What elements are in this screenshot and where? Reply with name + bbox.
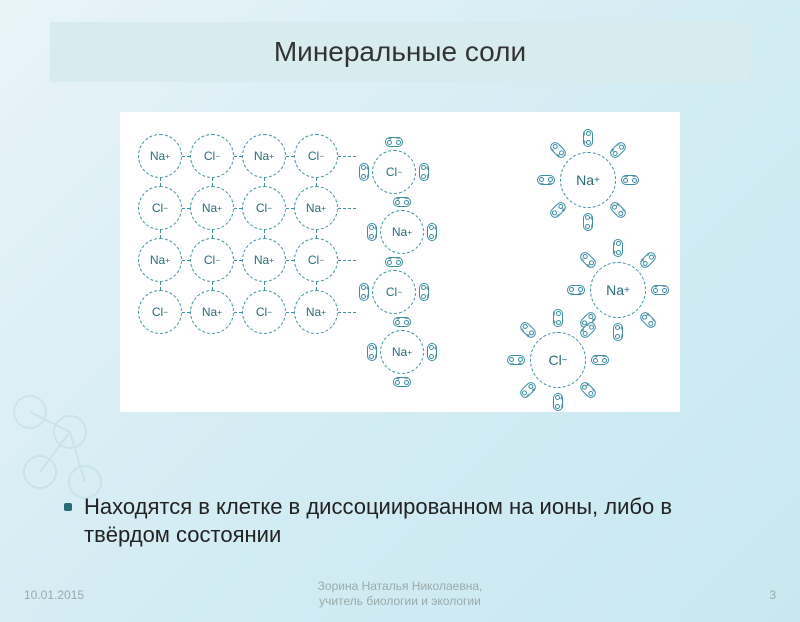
sodium-ion: Na+ xyxy=(242,134,286,178)
ionic-bond xyxy=(212,282,213,290)
ionic-bond xyxy=(338,260,356,261)
ionic-bond xyxy=(182,260,190,261)
water-molecule-icon: +− xyxy=(385,257,403,267)
water-molecule-icon: +− xyxy=(537,175,555,185)
sodium-ion: Na+ xyxy=(138,134,182,178)
ionic-bond xyxy=(160,282,161,290)
water-molecule-icon: +− xyxy=(393,197,411,207)
water-molecule-icon: +− xyxy=(567,285,585,295)
ionic-bond xyxy=(338,312,356,313)
chloride-ion: Cl− xyxy=(242,290,286,334)
water-molecule-icon: +− xyxy=(553,309,563,327)
chloride-ion: Cl− xyxy=(294,238,338,282)
chloride-ion: Cl− xyxy=(138,290,182,334)
ionic-bond xyxy=(234,260,242,261)
water-molecule-icon: +− xyxy=(518,320,538,340)
ionic-bond xyxy=(264,282,265,290)
water-molecule-icon: +− xyxy=(548,200,568,220)
water-molecule-icon: +− xyxy=(359,163,369,181)
sodium-ion: Na+ xyxy=(294,186,338,230)
sodium-ion: Na+ xyxy=(138,238,182,282)
water-molecule-icon: +− xyxy=(367,223,377,241)
water-molecule-icon: +− xyxy=(638,250,658,270)
water-molecule-icon: +− xyxy=(385,137,403,147)
nacl-dissociation-diagram: Na+Cl−Na+Cl−Cl−Na+Cl−Na+Na+Cl−Na+Cl−Cl−N… xyxy=(120,112,680,412)
ionic-bond xyxy=(160,230,161,238)
water-molecule-icon: +− xyxy=(638,310,658,330)
water-molecule-icon: +− xyxy=(608,200,628,220)
water-molecule-icon: +− xyxy=(359,283,369,301)
chloride-ion: Cl− xyxy=(372,270,416,314)
ionic-bond xyxy=(286,156,294,157)
chloride-ion: Cl− xyxy=(190,134,234,178)
water-molecule-icon: +− xyxy=(591,355,609,365)
slide-title: Минеральные соли xyxy=(274,36,526,67)
water-molecule-icon: +− xyxy=(583,129,593,147)
chloride-ion: Cl− xyxy=(190,238,234,282)
water-molecule-icon: +− xyxy=(393,317,411,327)
ionic-bond xyxy=(212,230,213,238)
ionic-bond xyxy=(286,208,294,209)
water-molecule-icon: +− xyxy=(419,163,429,181)
water-molecule-icon: +− xyxy=(427,223,437,241)
ionic-bond xyxy=(316,230,317,238)
ionic-bond xyxy=(286,312,294,313)
bullet-list: Находятся в клетке в диссоциированном на… xyxy=(60,493,740,550)
ionic-bond xyxy=(234,312,242,313)
sodium-ion: Na+ xyxy=(380,330,424,374)
ionic-bond xyxy=(160,178,161,186)
sodium-ion: Na+ xyxy=(190,290,234,334)
water-molecule-icon: +− xyxy=(507,355,525,365)
ionic-bond xyxy=(338,208,356,209)
sodium-ion: Na+ xyxy=(380,210,424,254)
ionic-bond xyxy=(316,178,317,186)
water-molecule-icon: +− xyxy=(419,283,429,301)
water-molecule-icon: +− xyxy=(548,140,568,160)
water-molecule-icon: +− xyxy=(578,250,598,270)
water-molecule-icon: +− xyxy=(367,343,377,361)
author-line-2: учитель биологии и экологии xyxy=(319,594,481,608)
water-molecule-icon: +− xyxy=(578,380,598,400)
ionic-bond xyxy=(234,156,242,157)
sodium-ion: Na+ xyxy=(590,262,646,318)
ionic-bond xyxy=(338,156,356,157)
author-line-1: Зорина Наталья Николаевна, xyxy=(318,579,483,593)
water-molecule-icon: +− xyxy=(553,393,563,411)
chloride-ion: Cl− xyxy=(138,186,182,230)
ionic-bond xyxy=(234,208,242,209)
ionic-bond xyxy=(264,230,265,238)
ionic-bond xyxy=(182,312,190,313)
ionic-bond xyxy=(286,260,294,261)
sodium-ion: Na+ xyxy=(242,238,286,282)
sodium-ion: Na+ xyxy=(560,152,616,208)
slide-title-bar: Минеральные соли xyxy=(50,22,750,82)
water-molecule-icon: +− xyxy=(393,377,411,387)
chloride-ion: Cl− xyxy=(530,332,586,388)
water-molecule-icon: +− xyxy=(608,140,628,160)
ionic-bond xyxy=(182,156,190,157)
chloride-ion: Cl− xyxy=(372,150,416,194)
water-molecule-icon: +− xyxy=(613,323,623,341)
sodium-ion: Na+ xyxy=(190,186,234,230)
water-molecule-icon: +− xyxy=(583,213,593,231)
footer-author: Зорина Наталья Николаевна, учитель биоло… xyxy=(0,579,800,608)
bullet-item: Находятся в клетке в диссоциированном на… xyxy=(60,493,740,550)
chloride-ion: Cl− xyxy=(294,134,338,178)
water-molecule-icon: +− xyxy=(518,380,538,400)
water-molecule-icon: +− xyxy=(621,175,639,185)
water-molecule-icon: +− xyxy=(613,239,623,257)
sodium-ion: Na+ xyxy=(294,290,338,334)
ionic-bond xyxy=(316,282,317,290)
water-molecule-icon: +− xyxy=(651,285,669,295)
ionic-bond xyxy=(182,208,190,209)
ionic-bond xyxy=(264,178,265,186)
water-molecule-icon: +− xyxy=(427,343,437,361)
chloride-ion: Cl− xyxy=(242,186,286,230)
ionic-bond xyxy=(212,178,213,186)
